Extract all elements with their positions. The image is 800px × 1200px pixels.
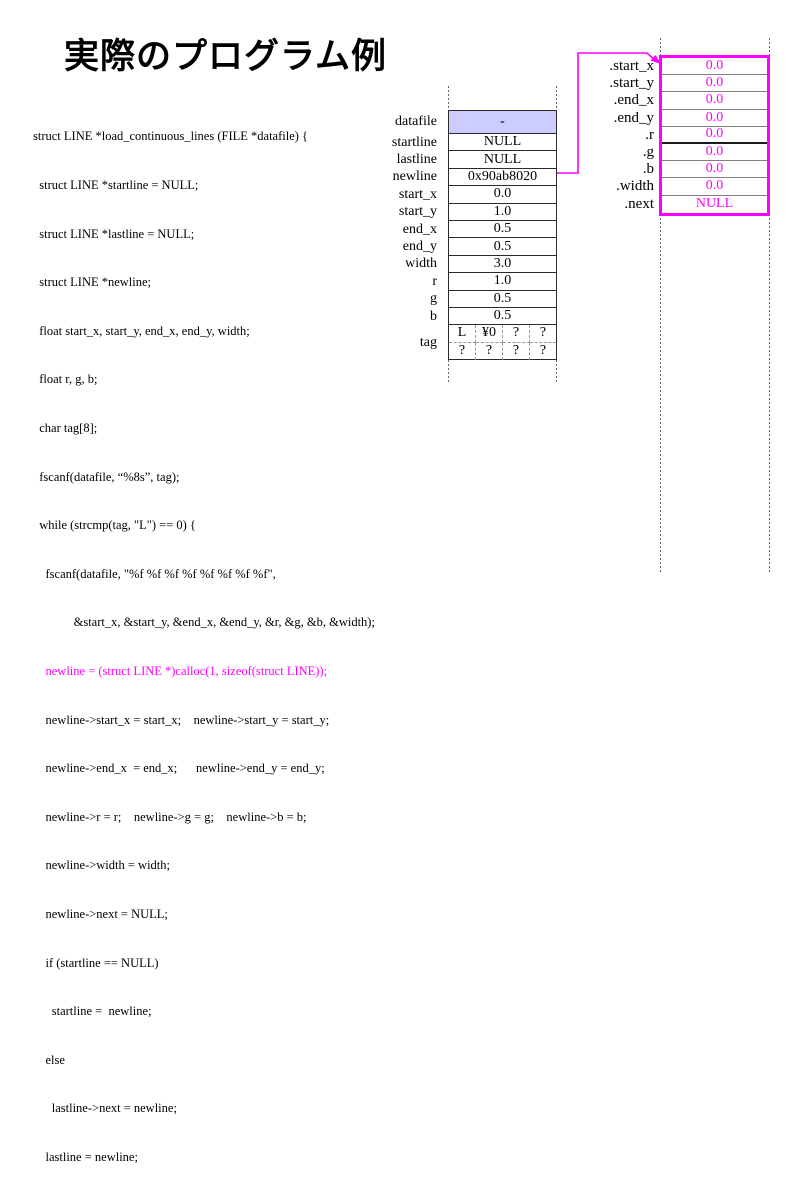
variable-label: width (405, 256, 437, 272)
code-line: struct LINE *load_continuous_lines (FILE… (33, 129, 309, 144)
code-line: char tag[8]; (33, 420, 98, 435)
page-title: 実際のプログラム例 (64, 37, 387, 77)
tag-cell: ? (449, 342, 476, 361)
variable-value-cell: 0.0 (448, 186, 557, 204)
code-line: struct LINE *newline; (33, 275, 152, 290)
variable-label: start_x (398, 186, 437, 202)
variable-label: r (432, 273, 437, 289)
variable-value-cell: NULL (448, 151, 557, 169)
struct-value-cell: 0.0 (662, 161, 767, 179)
struct-value-cell: 0.0 (662, 58, 767, 76)
table-row: b 0.5 (352, 307, 557, 326)
code-line: if (startline == NULL) (33, 955, 159, 970)
code-line: fscanf(datafile, “%8s”, tag); (33, 469, 180, 484)
tag-cell: ? (530, 325, 556, 343)
table-row: end_x 0.5 (352, 220, 557, 239)
tag-cell: ? (539, 343, 547, 359)
variable-label: startline (391, 134, 437, 150)
code-line: float r, g, b; (33, 372, 98, 387)
struct-value-cell: 0.0 (662, 92, 767, 110)
code-line: while (strcmp(tag, "L") == 0) { (33, 518, 196, 533)
struct-field-label: .r (645, 126, 654, 143)
tag-cell: ? (503, 342, 530, 361)
struct-labels-column: .start_x .start_y .end_x .end_y .r .g .b… (566, 55, 659, 216)
code-line: struct LINE *lastline = NULL; (33, 226, 195, 241)
code-line: fscanf(datafile, "%8s", tag); (33, 1197, 375, 1200)
variable-value-cell: 0.5 (448, 238, 557, 256)
struct-value-cell: 0.0 (662, 126, 767, 144)
struct-memory-box: 0.0 0.0 0.0 0.0 0.0 0.0 0.0 0.0 NULL (659, 55, 770, 216)
code-line: struct LINE *startline = NULL; (33, 178, 199, 192)
variable-label: end_x (402, 221, 437, 237)
variable-label: b (430, 308, 437, 324)
tag-cell: ? (503, 325, 530, 343)
code-line: else (33, 1052, 65, 1067)
variable-label: end_y (402, 239, 437, 255)
variable-value-cell: 0.5 (448, 220, 557, 239)
code-line: newline->end_x = end_x; newline->end_y =… (33, 761, 325, 776)
struct-field-label: .start_y (609, 75, 654, 92)
table-row: datafile - (352, 110, 557, 134)
table-row: lastline NULL (352, 151, 557, 169)
struct-field-label: .next (624, 195, 654, 212)
variable-label: newline (392, 169, 437, 185)
code-line: newline->width = width; (33, 858, 171, 873)
table-row: newline 0x90ab8020 (352, 168, 557, 187)
locals-table: datafile - startline NULL lastline NULL … (352, 110, 557, 361)
struct-value-cell: 0.0 (662, 178, 767, 196)
struct-value-cell: 0.0 (662, 144, 767, 162)
code-line: &start_x, &start_y, &end_x, &end_y, &r, … (33, 615, 375, 630)
variable-value-cell: 0x90ab8020 (448, 168, 557, 187)
tag-array-row: L ¥0 ? ? (449, 325, 556, 343)
struct-field-label: .start_x (609, 58, 654, 75)
tag-array-row: ? ? ? ? (449, 342, 556, 361)
variable-label: g (430, 291, 437, 307)
table-row: start_x 0.0 (352, 186, 557, 204)
table-row: r 1.0 (352, 273, 557, 291)
variable-value-cell: NULL (448, 134, 557, 152)
slide: 実際のプログラム例 struct LINE *load_continuous_l… (33, 37, 770, 1200)
variable-value-cell: 0.5 (448, 307, 557, 326)
table-row: tag L ¥0 ? ? ? ? ? ? (352, 325, 557, 361)
variable-value-cell: 1.0 (448, 203, 557, 221)
tag-cell: L (449, 325, 476, 343)
table-row: g 0.5 (352, 290, 557, 308)
code-line: newline->start_x = start_x; newline->sta… (33, 712, 330, 727)
code-line: lastline->next = newline; (33, 1101, 177, 1116)
struct-value-cell: 0.0 (662, 110, 767, 127)
variable-value-cell: 3.0 (448, 255, 557, 274)
struct-table: .start_x .start_y .end_x .end_y .r .g .b… (566, 55, 770, 216)
code-line: newline->next = NULL; (33, 906, 168, 921)
struct-field-label: .b (642, 161, 654, 178)
struct-field-label: .end_x (613, 92, 654, 109)
code-line: newline->r = r; newline->g = g; newline-… (33, 809, 307, 824)
struct-field-label: .width (616, 178, 654, 195)
tag-array-grid: L ¥0 ? ? ? ? ? ? (448, 325, 557, 361)
table-row: end_y 0.5 (352, 238, 557, 256)
struct-value-cell: NULL (695, 196, 734, 212)
variable-label: start_y (398, 204, 437, 220)
table-row: width 3.0 (352, 255, 557, 274)
code-line: startline = newline; (33, 1004, 152, 1019)
code-line: lastline = newline; (33, 1149, 138, 1164)
variable-value-cell: 0.5 (448, 290, 557, 308)
tag-cell: ¥0 (476, 325, 503, 343)
variable-label: lastline (396, 152, 437, 168)
code-block: struct LINE *load_continuous_lines (FILE… (33, 96, 375, 1200)
table-row: start_y 1.0 (352, 203, 557, 221)
struct-field-label: .end_y (613, 109, 654, 126)
variable-label: datafile (395, 114, 437, 129)
table-row: startline NULL (352, 134, 557, 152)
code-line: float start_x, start_y, end_x, end_y, wi… (33, 323, 250, 338)
tag-cell: ? (476, 342, 503, 361)
struct-field-label: .g (642, 144, 654, 161)
struct-value-cell: 0.0 (662, 75, 767, 93)
variable-value-cell: - (448, 110, 557, 134)
variable-value-cell: 1.0 (448, 273, 557, 291)
variable-label: tag (419, 334, 437, 350)
code-line: fscanf(datafile, "%f %f %f %f %f %f %f %… (33, 566, 276, 581)
code-line-highlighted: newline = (struct LINE *)calloc(1, sizeo… (33, 663, 328, 678)
